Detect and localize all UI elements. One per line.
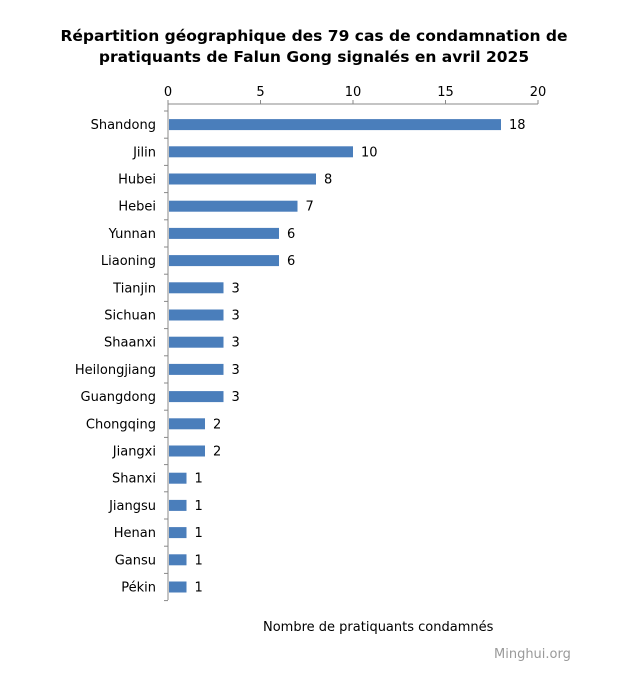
chart-title-line-1: Répartition géographique des 79 cas de c…	[60, 27, 568, 45]
data-label: 7	[306, 200, 314, 215]
bar	[169, 282, 224, 294]
category-label: Henan	[114, 526, 156, 541]
category-label: Shanxi	[112, 472, 156, 487]
category-label: Chongqing	[86, 417, 156, 432]
data-label: 1	[195, 581, 203, 596]
x-axis-label: Nombre de pratiquants condamnés	[263, 620, 494, 635]
data-label: 1	[195, 553, 203, 568]
category-label: Shaanxi	[104, 336, 156, 351]
chart-title-line-2: pratiquants de Falun Gong signalés en av…	[98, 48, 530, 66]
bar	[169, 445, 205, 457]
bar	[169, 309, 224, 321]
chart-title: Répartition géographique des 79 cas de c…	[0, 26, 628, 68]
bar	[169, 255, 279, 267]
x-tick-label: 0	[164, 85, 172, 100]
data-label: 18	[509, 118, 526, 133]
data-label: 1	[195, 472, 203, 487]
category-label: Heilongjiang	[75, 363, 156, 378]
x-tick-label: 15	[437, 85, 454, 100]
category-label: Pékin	[121, 581, 156, 596]
category-label: Hebei	[118, 200, 156, 215]
bar	[169, 391, 224, 403]
data-label: 3	[232, 336, 240, 351]
bar	[169, 418, 205, 430]
data-label: 6	[287, 254, 295, 269]
category-label: Sichuan	[104, 309, 156, 324]
data-label: 3	[232, 281, 240, 296]
category-label: Hubei	[118, 173, 156, 188]
x-tick-label: 5	[256, 85, 264, 100]
category-label: Jilin	[132, 145, 156, 160]
bar	[169, 200, 298, 212]
bar	[169, 336, 224, 348]
data-label: 10	[361, 145, 378, 160]
x-tick-label: 10	[345, 85, 362, 100]
data-label: 1	[195, 526, 203, 541]
bar	[169, 499, 187, 511]
data-label: 8	[324, 173, 332, 188]
bar	[169, 554, 187, 566]
x-tick-label: 20	[530, 85, 547, 100]
data-label: 3	[232, 309, 240, 324]
category-label: Shandong	[91, 118, 156, 133]
bar	[169, 119, 501, 131]
category-label: Tianjin	[112, 281, 156, 296]
data-label: 6	[287, 227, 295, 242]
data-label: 1	[195, 499, 203, 514]
bar	[169, 173, 316, 185]
bar	[169, 227, 279, 239]
category-label: Jiangsu	[108, 499, 156, 514]
bar	[169, 146, 353, 158]
watermark: Minghui.org	[494, 647, 571, 662]
category-label: Guangdong	[81, 390, 156, 405]
category-label: Yunnan	[108, 227, 156, 242]
bar	[169, 472, 187, 484]
data-label: 3	[232, 363, 240, 378]
bar	[169, 363, 224, 375]
category-label: Jiangxi	[112, 445, 156, 460]
data-label: 3	[232, 390, 240, 405]
category-label: Liaoning	[101, 254, 156, 269]
data-label: 2	[213, 417, 221, 432]
data-label: 2	[213, 445, 221, 460]
bar	[169, 527, 187, 539]
category-label: Gansu	[115, 553, 156, 568]
bar	[169, 581, 187, 593]
